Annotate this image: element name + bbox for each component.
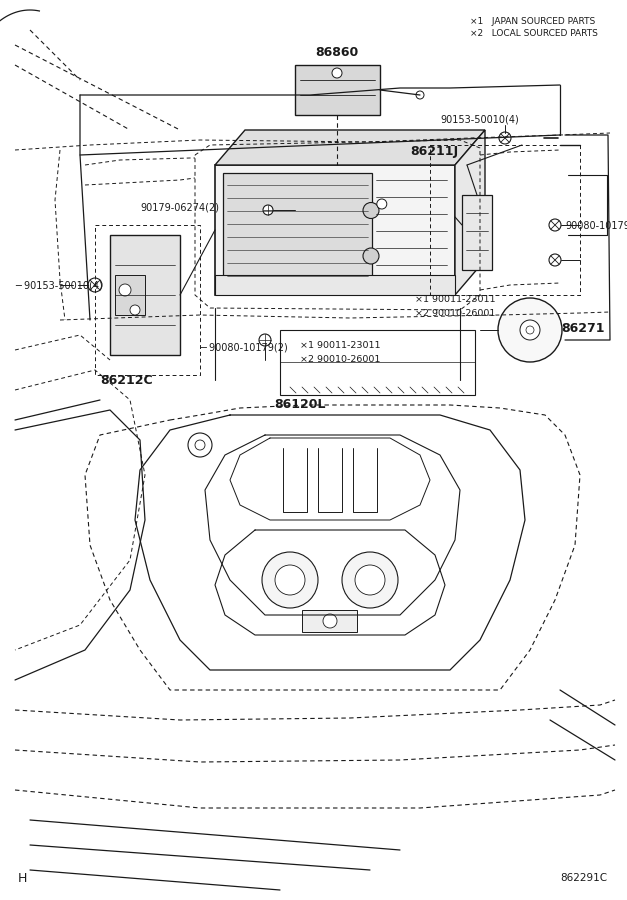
Circle shape [188,433,212,457]
Text: 90179-06274(2): 90179-06274(2) [140,203,219,213]
Circle shape [416,91,424,99]
Text: 86212C: 86212C [100,374,152,386]
Text: 86120L: 86120L [274,399,326,411]
Text: 86860: 86860 [315,46,359,58]
Text: ×2 90010-26001: ×2 90010-26001 [300,356,381,364]
Text: ×1 90011-23011: ×1 90011-23011 [300,340,381,349]
Circle shape [195,440,205,450]
Circle shape [263,205,273,215]
Text: 90080-10179(2): 90080-10179(2) [565,220,627,230]
Circle shape [520,320,540,340]
Circle shape [119,284,131,296]
Text: ×1   JAPAN SOURCED PARTS: ×1 JAPAN SOURCED PARTS [470,17,595,26]
Circle shape [363,202,379,219]
Bar [115,275,145,315]
Text: 86271: 86271 [561,321,604,335]
Bar [110,235,180,355]
Circle shape [377,199,387,209]
Text: ×1 90011-23011: ×1 90011-23011 [415,295,495,304]
Text: ─ 90153-50010(4): ─ 90153-50010(4) [15,280,103,290]
Circle shape [342,552,398,608]
Bar [215,275,455,295]
Text: ─ 90080-10179(2): ─ 90080-10179(2) [200,343,288,353]
Circle shape [355,565,385,595]
Circle shape [498,298,562,362]
Polygon shape [215,130,485,165]
Circle shape [549,219,561,231]
Circle shape [262,552,318,608]
Circle shape [332,68,342,78]
Circle shape [549,254,561,266]
Circle shape [363,248,379,264]
Text: ×2   LOCAL SOURCED PARTS: ×2 LOCAL SOURCED PARTS [470,30,598,39]
Bar [462,195,492,270]
Text: ×2 90010-26001: ×2 90010-26001 [415,309,495,318]
Bar [280,330,475,395]
Text: 90153-50010(4): 90153-50010(4) [440,115,519,125]
Circle shape [499,132,511,144]
Polygon shape [455,130,485,295]
Bar [295,65,380,115]
Text: 862291C: 862291C [560,873,607,883]
Bar [223,173,372,287]
Circle shape [526,326,534,334]
Bar [215,165,455,295]
Bar [302,610,357,632]
Circle shape [130,305,140,315]
Text: H: H [18,871,28,885]
Text: 86211J: 86211J [410,146,458,158]
Circle shape [259,334,271,346]
Circle shape [88,278,102,292]
Circle shape [323,614,337,628]
Circle shape [275,565,305,595]
